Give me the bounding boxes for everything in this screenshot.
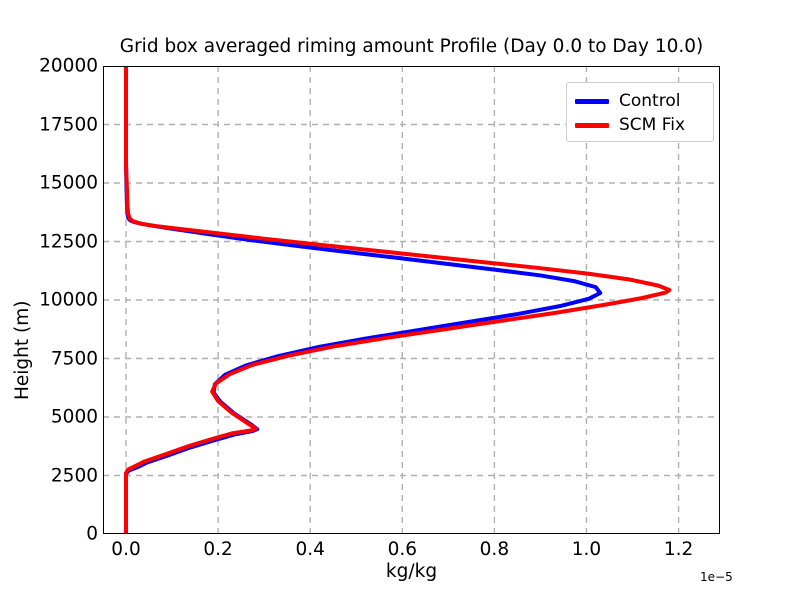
series-line-scm-fix — [124, 66, 672, 534]
x-tick-label: 0.2 — [203, 539, 233, 560]
legend-label-control: Control — [619, 90, 681, 111]
x-tick-label: 0.6 — [387, 539, 417, 560]
x-tick-label: 0.8 — [479, 539, 510, 560]
y-tick-label: 2500 — [50, 465, 98, 486]
legend-item-scm-fix: SCM Fix — [575, 113, 705, 137]
x-tick-label: 0.0 — [111, 539, 141, 560]
x-axis-exponent-label: 1e−5 — [700, 570, 733, 584]
x-tick-label: 1.0 — [571, 539, 602, 560]
x-tick-label: 0.4 — [295, 539, 325, 560]
legend-label-scm-fix: SCM Fix — [619, 114, 686, 135]
plot-area — [103, 66, 720, 534]
legend-swatch-control — [575, 98, 609, 104]
axes-frame — [103, 66, 720, 534]
y-tick-label: 15000 — [39, 172, 98, 194]
legend-swatch-scm-fix — [575, 122, 609, 128]
y-tick-label: 0 — [86, 523, 98, 545]
x-axis-label: kg/kg — [385, 561, 438, 582]
y-tick-label: 17500 — [39, 114, 98, 135]
y-tick-label: 20000 — [39, 55, 98, 77]
y-tick-label: 7500 — [50, 348, 98, 369]
x-tick-label: 1.2 — [663, 539, 694, 560]
y-tick-label: 12500 — [39, 231, 98, 252]
y-tick-label: 5000 — [50, 406, 98, 428]
legend-item-control: Control — [575, 89, 705, 113]
y-axis-label: Height (m) — [12, 300, 33, 401]
y-tick-label: 10000 — [39, 289, 98, 311]
chart-title: Grid box averaged riming amount Profile … — [119, 36, 704, 57]
legend[interactable]: Control SCM Fix — [566, 82, 714, 142]
